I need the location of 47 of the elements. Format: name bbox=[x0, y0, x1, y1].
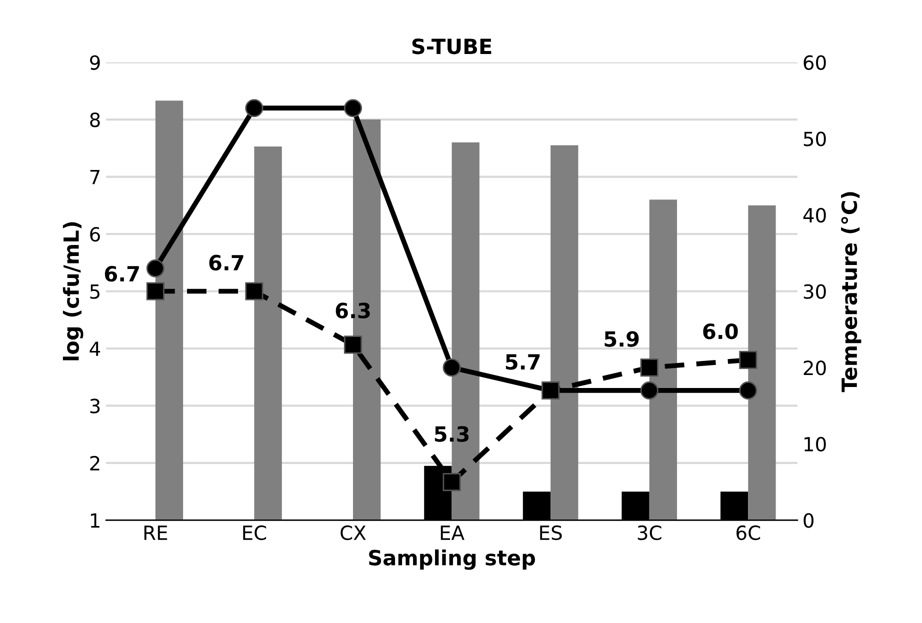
y-tick-label: 4 bbox=[90, 342, 100, 356]
annotation: 5.7 bbox=[506, 354, 540, 370]
y-axis-title: log (cfu/mL) bbox=[62, 222, 84, 360]
annotation: 6.0 bbox=[703, 323, 738, 340]
y2-tick-label: 60 bbox=[804, 55, 826, 70]
point bbox=[739, 350, 758, 369]
y-tick-label: 8 bbox=[90, 112, 100, 128]
y2-tick-label: 40 bbox=[803, 208, 826, 223]
annotation: 6.7 bbox=[209, 254, 244, 271]
point bbox=[739, 381, 758, 400]
point bbox=[245, 99, 264, 118]
point bbox=[442, 358, 461, 377]
y-tick-label: 9 bbox=[90, 55, 100, 70]
y2-axis-title: Temperature (°C) bbox=[841, 192, 862, 392]
x-tick-label: CX bbox=[340, 525, 366, 540]
point bbox=[146, 282, 164, 300]
y-tick-label: 3 bbox=[90, 398, 100, 414]
x-tick-label: RE bbox=[144, 526, 168, 540]
y2-tick-label: 20 bbox=[804, 360, 826, 376]
y2-tick-label: 50 bbox=[804, 132, 826, 146]
chart-title: S-TUBE bbox=[412, 38, 492, 54]
y-tick-label: 5 bbox=[90, 284, 100, 299]
annotation: 6.3 bbox=[336, 302, 370, 318]
y2-tick-label: 10 bbox=[804, 436, 826, 452]
x-tick-label: EA bbox=[440, 526, 464, 540]
point bbox=[442, 473, 461, 492]
point bbox=[245, 282, 264, 300]
y2-tick-label: 30 bbox=[804, 284, 826, 299]
point bbox=[146, 259, 164, 278]
annotation: 5.9 bbox=[604, 331, 639, 347]
y-tick-label: 1 bbox=[90, 513, 100, 528]
annotation: 5.3 bbox=[434, 426, 469, 442]
y2-tick-label: 0 bbox=[804, 513, 814, 528]
point bbox=[344, 99, 362, 118]
x-tick-label: 6C bbox=[736, 525, 760, 540]
y-tick-label: 7 bbox=[90, 170, 100, 184]
point bbox=[640, 381, 658, 400]
x-tick-label: EC bbox=[243, 525, 266, 540]
x-tick-label: ES bbox=[540, 525, 562, 540]
x-axis-title: Sampling step bbox=[369, 549, 536, 570]
y-tick-label: 2 bbox=[90, 456, 100, 470]
annotation: 6.7 bbox=[104, 266, 139, 282]
point bbox=[344, 336, 362, 354]
point bbox=[640, 358, 658, 377]
y-tick-label: 6 bbox=[90, 226, 100, 242]
point bbox=[542, 381, 560, 400]
x-tick-label: 3C bbox=[638, 525, 662, 540]
